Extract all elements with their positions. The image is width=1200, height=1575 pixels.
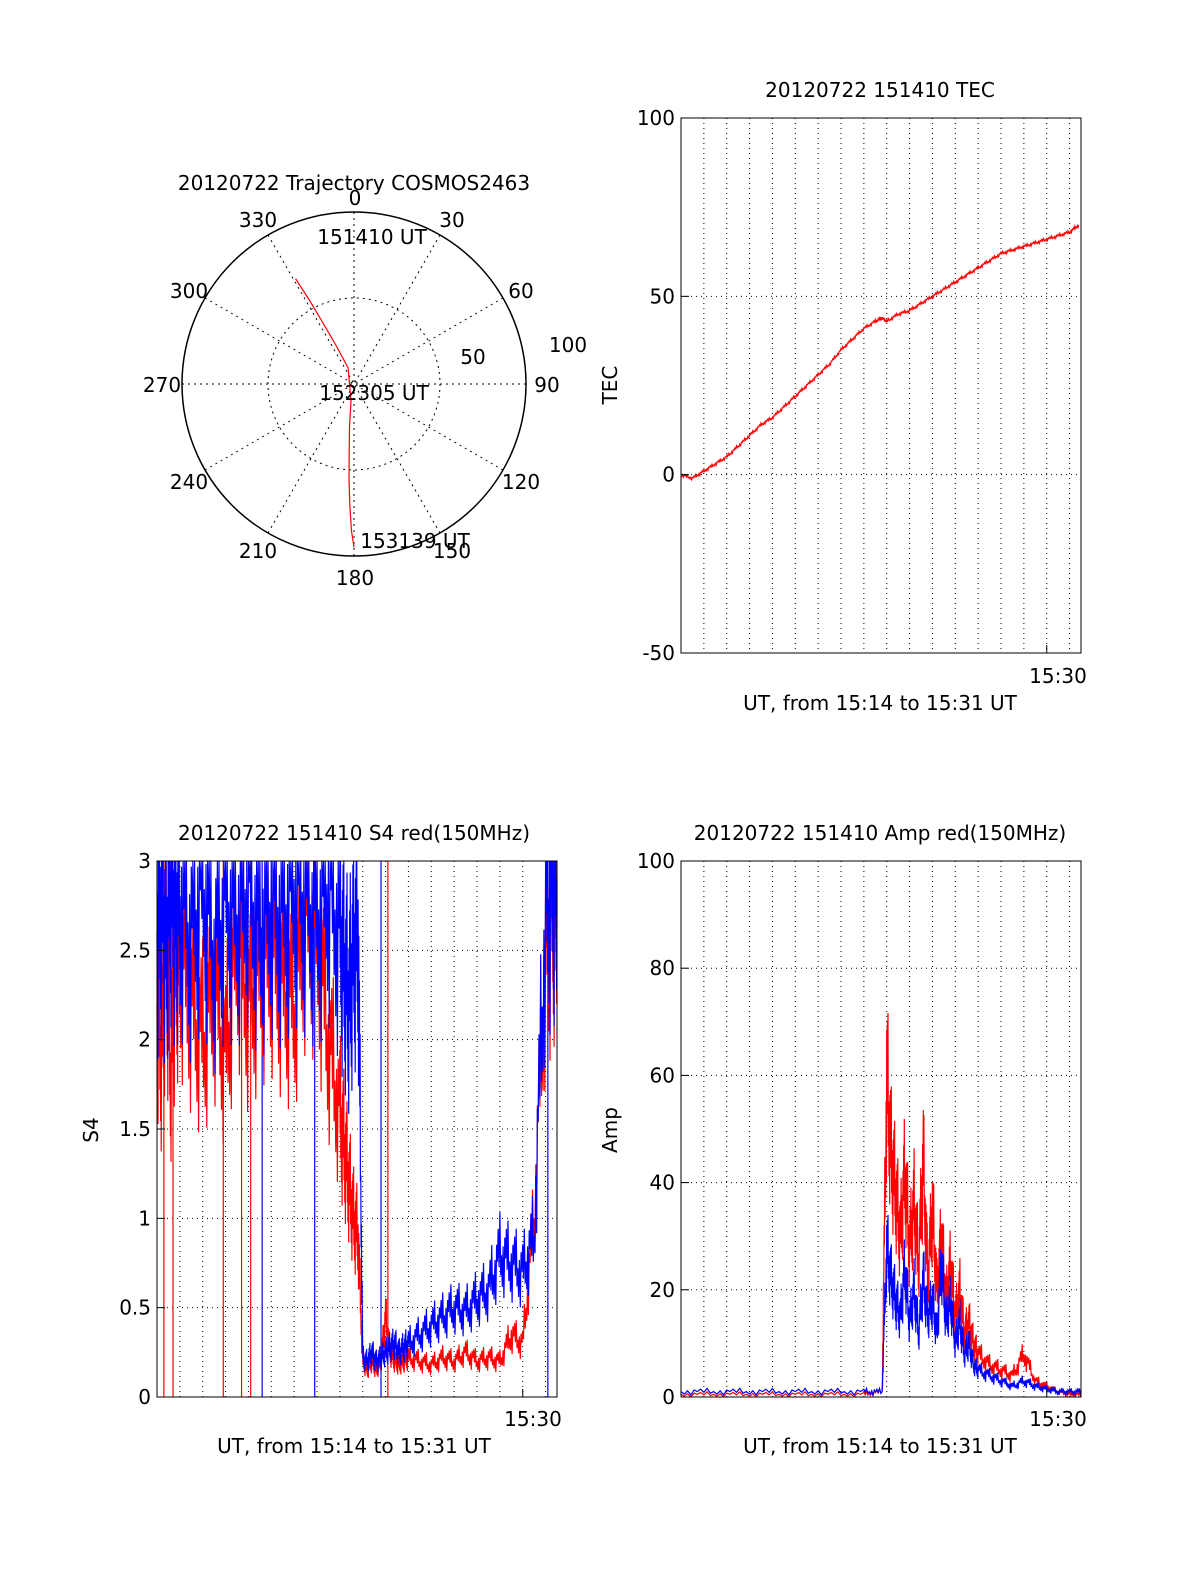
amp-y-tick-label: 40 <box>650 1171 675 1195</box>
amp-panel: 20120722 151410 Amp red(150MHz) 0 20 40 60 8… <box>598 821 1087 1458</box>
tec-y-tick-label: 100 <box>637 106 675 130</box>
amp-x-axis-label: UT, from 15:14 to 15:31 UT <box>743 1434 1018 1458</box>
annotation-mid: 152305 UT <box>319 381 429 405</box>
amp-x-tick-label: 15:30 <box>1029 1407 1087 1431</box>
s4-y-tick-label: 3 <box>138 849 151 873</box>
s4-title: 20120722 151410 S4 red(150MHz) <box>178 821 530 845</box>
polar-azimuth-labels: 0 30 60 90 120 150 180 210 240 270 300 3… <box>143 186 587 590</box>
tec-panel: 20120722 151410 TEC -50 0 50 100 15:30 UT, … <box>598 78 1087 715</box>
az-label-60: 60 <box>508 279 533 303</box>
annotation-end: 153139 UT <box>360 529 470 553</box>
amp-blue-series-line <box>680 1214 1082 1398</box>
s4-x-tick-label: 15:30 <box>504 1407 562 1431</box>
az-label-270: 270 <box>143 373 181 397</box>
amp-y-tick-label: 0 <box>662 1385 675 1409</box>
polar-trajectory-line <box>295 278 355 548</box>
az-label-330: 330 <box>239 208 277 232</box>
az-label-180: 180 <box>336 566 374 590</box>
amp-red-series-line <box>680 1012 1082 1398</box>
amp-y-axis-label: Amp <box>598 1107 622 1153</box>
amp-grid <box>681 861 1081 1397</box>
s4-y-tick-labels: 0 0.5 1 1.5 2 2.5 3 <box>119 849 165 1409</box>
s4-y-axis-label: S4 <box>79 1117 103 1142</box>
az-label-90: 90 <box>534 373 559 397</box>
s4-y-tick-label: 0.5 <box>119 1296 151 1320</box>
s4-y-tick-label: 2.5 <box>119 938 151 962</box>
tec-grid <box>681 118 1081 653</box>
amp-y-tick-label: 80 <box>650 956 675 980</box>
tec-x-tick-label: 15:30 <box>1029 664 1087 688</box>
tec-y-tick-label: 50 <box>650 284 675 308</box>
amp-y-tick-labels: 0 20 40 60 80 100 <box>637 849 689 1409</box>
amp-y-tick-label: 20 <box>650 1278 675 1302</box>
s4-y-tick-label: 1 <box>138 1206 151 1230</box>
s4-y-tick-label: 1.5 <box>119 1117 151 1141</box>
s4-blue-series-line <box>156 860 558 1373</box>
tec-plot-frame <box>680 117 1082 654</box>
amp-y-tick-label: 60 <box>650 1063 675 1087</box>
amp-title: 20120722 151410 Amp red(150MHz) <box>694 821 1066 845</box>
tec-y-tick-label: -50 <box>642 641 675 665</box>
annotation-start: 151410 UT <box>317 225 427 249</box>
polar-grid <box>181 211 527 557</box>
polar-panel: 20120722 Trajectory COSMOS2463 0 30 60 9… <box>143 171 587 590</box>
radial-label-50: 50 <box>460 345 485 369</box>
az-label-150: 150 <box>433 539 471 563</box>
s4-x-axis-label: UT, from 15:14 to 15:31 UT <box>217 1434 492 1458</box>
tec-title: 20120722 151410 TEC <box>765 78 995 102</box>
polar-title: 20120722 Trajectory COSMOS2463 <box>178 171 530 195</box>
tec-y-axis-label: TEC <box>598 366 622 406</box>
az-label-210: 210 <box>239 539 277 563</box>
amp-plot-frame <box>680 860 1082 1398</box>
s4-y-tick-label: 2 <box>138 1028 151 1052</box>
az-label-30: 30 <box>439 208 464 232</box>
tec-series-line <box>680 223 1080 482</box>
tec-y-tick-labels: -50 0 50 100 <box>637 106 689 665</box>
radial-label-100: 100 <box>549 333 587 357</box>
az-label-120: 120 <box>502 470 540 494</box>
tec-x-axis-label: UT, from 15:14 to 15:31 UT <box>743 691 1018 715</box>
amp-y-tick-label: 100 <box>637 849 675 873</box>
az-label-240: 240 <box>170 470 208 494</box>
s4-y-tick-label: 0 <box>138 1385 151 1409</box>
tec-y-tick-label: 0 <box>662 463 675 487</box>
az-label-300: 300 <box>170 279 208 303</box>
s4-panel: 20120722 151410 S4 red(150MHz) 0 0.5 1 1.5 2… <box>79 821 562 1458</box>
az-label-0: 0 <box>349 186 362 210</box>
